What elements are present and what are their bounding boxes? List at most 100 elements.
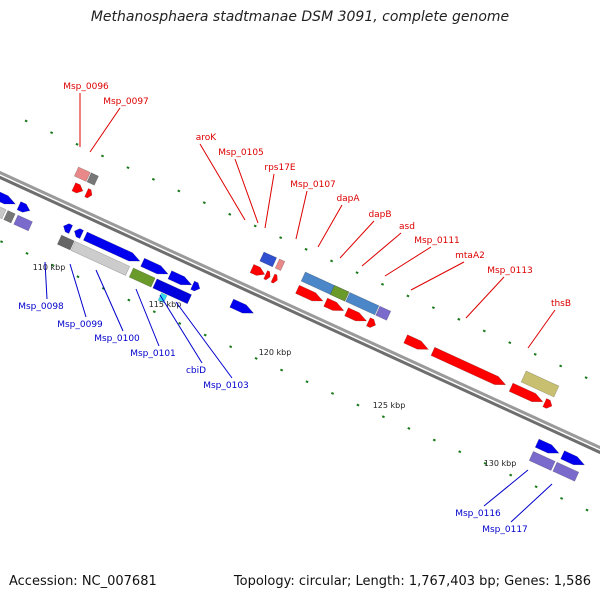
minus-domain-bar [13,214,33,232]
topology-text: Topology: circular; Length: 1,767,403 bp… [233,574,591,589]
bottom-leader-line [69,263,87,318]
gene-label-top: thsB [551,299,571,309]
top-leader-line [384,246,432,277]
plus-gene-arrow [403,334,429,350]
gene-label-top: Msp_0107 [290,180,336,190]
tick-dot [254,356,258,360]
plus-gene-arrow [323,297,345,311]
plus-feature-box [259,251,278,268]
minus-domain-bar [3,210,16,224]
plus-domain-bar [329,284,350,302]
gene-label-top: asd [399,222,415,232]
top-leader-line [317,204,343,248]
tick-dot [202,201,206,205]
minus-gene-arrow [190,280,201,292]
minus-gene-arrow [0,188,16,205]
plus-gene-arrow [84,188,93,199]
tick-dot [533,352,537,356]
top-leader-line [295,190,308,240]
tick-dot [431,306,435,310]
tick-dot [127,298,131,302]
plus-rna-box [86,172,99,186]
minus-gene-arrow [83,231,141,262]
tick-dot [407,426,411,430]
backbone-gap [0,174,600,451]
backbone-line [0,175,600,455]
tick-dot [24,119,28,123]
tick-dot [381,415,385,419]
minus-domain-bar [552,461,580,482]
top-leader-line [234,158,259,224]
top-leader-line [264,173,275,229]
tick-dot [203,333,207,337]
plus-gene-arrow [430,346,507,386]
tick-dot [330,391,335,395]
tick-dot [50,263,55,267]
plus-gene-arrow [71,182,84,194]
gene-label-bottom: Msp_0103 [203,381,249,391]
tick-dot [305,380,309,384]
tick-dot [330,259,334,263]
gene-label-top: Msp_0097 [103,97,149,107]
tick-dot [356,403,360,407]
tick-dot [458,450,462,454]
top-leader-line [361,232,402,267]
plus-domain-bar [345,292,380,316]
page-title: Methanosphaera stadtmanae DSM 3091, comp… [90,9,510,25]
minus-gene-arrow [534,438,560,454]
scale-label: 115 kbp [149,300,182,309]
plus-gene-arrow [344,307,368,322]
tick-dot [380,282,385,286]
tick-dot [585,508,589,512]
minus-gene-arrow [63,223,74,234]
bottom-leader-line [159,294,203,364]
gene-label-top: Msp_0096 [63,82,109,92]
plus-gene-arrow [366,317,376,328]
gene-label-bottom: cbiD [186,366,206,376]
top-leader-line [89,107,121,153]
tick-dot [584,376,588,380]
tick-dot [50,131,54,135]
tick-dot [0,240,4,244]
minus-gene-arrow [140,257,169,275]
gene-label-top: Msp_0105 [218,148,264,158]
gene-label-bottom: Msp_0117 [482,525,528,535]
tick-dot [178,321,182,325]
minus-gene-arrow [229,298,255,314]
minus-gene-arrow [16,201,31,213]
backbone-line [0,170,600,450]
gene-label-top: rps17E [264,163,296,173]
gene-label-bottom: Msp_0101 [130,349,176,359]
bottom-leader-line [95,269,124,332]
bottom-leader-line [175,301,233,379]
minus-domain-bar [0,200,7,220]
tick-dot [253,224,257,228]
plus-domain-bar [520,370,560,398]
gene-label-top: Msp_0113 [487,266,533,276]
tick-dot [228,212,232,216]
tick-dot [355,271,359,275]
tick-dot [304,247,308,251]
minus-domain-bar [70,240,131,276]
tick-dot [100,154,105,158]
tick-dot [560,496,564,500]
minus-gene-arrow [74,228,84,239]
plus-gene-arrow [508,382,544,403]
plus-gene-arrow [249,263,266,276]
gene-label-bottom: Msp_0100 [94,334,140,344]
tick-dot [432,438,436,442]
plus-gene-arrow [270,273,278,284]
tick-dot [75,142,79,146]
gene-label-bottom: Msp_0116 [455,509,501,519]
gene-label-top: Msp_0111 [414,236,460,246]
bottom-leader-line [135,288,160,347]
top-leader-line [410,261,465,291]
top-leader-line [465,276,505,319]
scale-label: 110 kbp [33,263,66,272]
gene-label-top: dapA [336,194,360,204]
minus-gene-arrow [167,270,193,286]
tick-dot [559,364,563,368]
tick-dot [483,461,487,465]
scale-label: 130 kbp [484,459,517,468]
